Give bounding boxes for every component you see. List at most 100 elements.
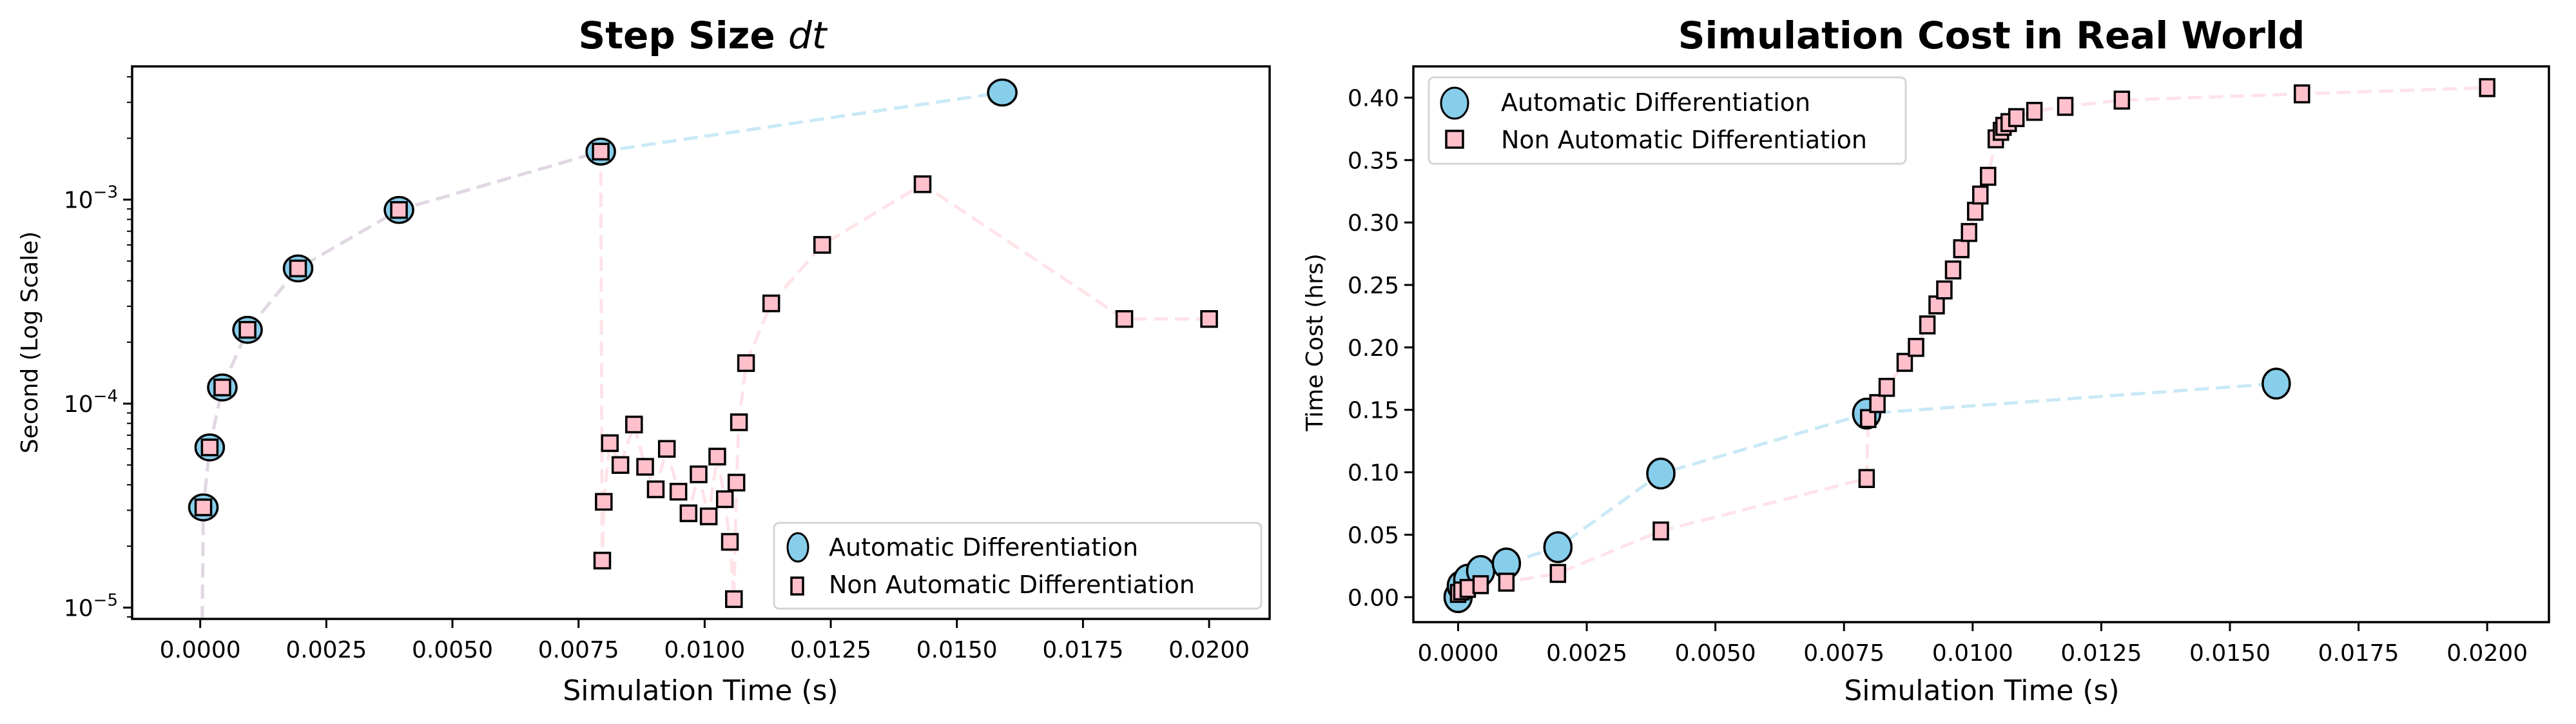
data-point-nad: [625, 415, 643, 434]
legend-box: [1428, 76, 1907, 165]
data-point-nad: [595, 493, 613, 511]
x-axis: 0.0000 0.0025 0.0050 0.0075 0.0100 0.0125 0.01…: [160, 619, 1250, 663]
data-point-nad: [1549, 563, 1567, 583]
step-size-chart: Step Size dt 0.0000 0.0025 0.0050 0.0075 0.0…: [17, 14, 1271, 707]
data-point-nad: [1115, 310, 1134, 328]
x-tick-label: 0.0200: [2446, 640, 2528, 667]
series-lines: [1457, 86, 2488, 598]
data-point-nad: [699, 507, 718, 525]
x-tick-label: 0.0000: [1417, 640, 1498, 667]
x-tick-label: 0.0125: [2060, 640, 2142, 667]
y-tick-label: 0.20: [1348, 335, 1399, 362]
y-axis: 10−5 10−4 10−3: [64, 76, 132, 621]
data-point-nad: [2294, 84, 2310, 104]
series-markers: [188, 78, 1218, 609]
data-point-nad: [1908, 338, 1924, 357]
data-point-nad: [1961, 222, 1977, 242]
y-tick-label: 0.25: [1348, 273, 1399, 299]
x-tick-label: 0.0175: [2318, 640, 2399, 667]
data-point-nad: [213, 378, 231, 396]
simulation-cost-chart: Simulation Cost in Real World 0.0000 0.00…: [1302, 14, 2550, 707]
y-axis: 0.00 0.05 0.10 0.15 0.20 0.25 0.30 0.35 0.40: [1348, 85, 1413, 611]
data-point-nad: [390, 201, 408, 219]
y-tick-label: 0.35: [1348, 148, 1399, 174]
data-point-ad: [1646, 457, 1676, 490]
data-point-ad: [987, 78, 1018, 107]
x-tick-label: 0.0075: [538, 637, 619, 663]
data-point-nad: [1919, 315, 1936, 335]
data-point-nad: [1944, 260, 1962, 280]
data-point-nad: [1878, 378, 1895, 397]
legend-box: [773, 522, 1263, 610]
data-point-nad: [669, 482, 688, 501]
series-line-nad: [200, 149, 1210, 619]
x-tick-label: 0.0050: [412, 637, 493, 663]
data-point-nad: [725, 590, 743, 609]
chart-title: Simulation Cost in Real World: [1678, 14, 2305, 57]
legend-marker-nad: [790, 576, 804, 596]
x-tick-label: 0.0200: [1168, 637, 1250, 663]
legend-label-ad: Automatic Differentiation: [829, 533, 1138, 562]
x-tick-label: 0.0175: [1042, 637, 1123, 663]
data-point-nad: [730, 413, 748, 431]
y-tick-label: 0.05: [1348, 522, 1399, 549]
series-lines: [200, 91, 1210, 619]
x-tick-label: 0.0050: [1675, 640, 1756, 667]
data-point-nad: [813, 236, 831, 254]
y-tick-label: 10−3: [64, 183, 118, 214]
y-tick-label: 0.10: [1348, 460, 1399, 487]
data-point-nad: [721, 533, 739, 551]
data-point-nad: [592, 142, 610, 161]
data-point-nad: [913, 175, 932, 193]
data-point-nad: [690, 465, 708, 484]
y-tick-label: 10−5: [64, 591, 118, 621]
series-line-ad: [1457, 382, 2277, 598]
data-point-nad: [1472, 575, 1489, 594]
data-point-nad: [1967, 201, 1984, 221]
data-point-nad: [679, 504, 698, 522]
series-line-ad: [200, 91, 1003, 619]
x-tick-label: 0.0025: [1546, 640, 1627, 667]
y-tick-label: 0.15: [1348, 398, 1399, 424]
data-point-nad: [2057, 97, 2074, 116]
x-tick-label: 0.0100: [664, 637, 745, 663]
data-point-nad: [1858, 469, 1875, 488]
data-point-nad: [611, 456, 630, 475]
legend-label-nad: Non Automatic Differentiation: [1501, 126, 1867, 154]
legend-marker-ad: [786, 532, 809, 563]
data-point-nad: [1498, 572, 1515, 592]
plot-frame: [1412, 65, 2550, 623]
chart-title: Step Size dt: [578, 14, 828, 57]
series-line-nad: [1457, 86, 2488, 595]
legend: Automatic Differentiation Non Automatic …: [773, 522, 1263, 610]
data-point-nad: [238, 320, 257, 339]
x-tick-label: 0.0025: [286, 637, 367, 663]
x-axis-label: Simulation Time (s): [563, 674, 838, 707]
data-point-ad: [1543, 531, 1573, 563]
data-point-nad: [708, 447, 726, 465]
data-point-nad: [593, 551, 612, 570]
y-tick-label: 10−4: [64, 387, 118, 418]
y-tick-label: 0.30: [1348, 210, 1399, 237]
x-tick-label: 0.0125: [790, 637, 871, 663]
y-tick-label: 0.40: [1348, 85, 1399, 112]
legend-marker-nad: [1445, 130, 1464, 149]
data-point-nad: [1860, 409, 1877, 429]
data-point-nad: [2008, 108, 2025, 128]
legend-marker-ad: [1440, 86, 1469, 120]
data-point-nad: [200, 438, 219, 456]
data-point-nad: [727, 473, 746, 492]
legend: Automatic Differentiation Non Automatic …: [1428, 76, 1907, 165]
x-axis: 0.0000 0.0025 0.0050 0.0075 0.0100 0.0125 0.01…: [1417, 622, 2528, 667]
data-point-nad: [2479, 78, 2495, 97]
data-point-nad: [1652, 521, 1669, 541]
data-point-nad: [715, 490, 734, 509]
data-point-nad: [1869, 394, 1886, 413]
y-axis-label: Second (Log Scale): [17, 231, 43, 454]
x-tick-label: 0.0075: [1803, 640, 1884, 667]
legend-label-ad: Automatic Differentiation: [1501, 88, 1810, 117]
data-point-nad: [657, 440, 676, 458]
data-point-nad: [289, 259, 307, 278]
data-point-nad: [1980, 166, 1997, 186]
